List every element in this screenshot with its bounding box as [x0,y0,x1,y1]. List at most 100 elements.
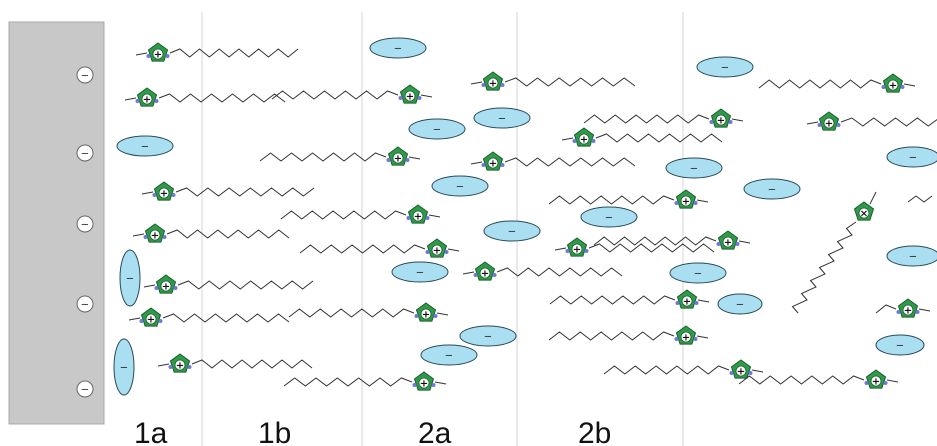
svg-text:−: − [126,274,134,285]
svg-text:+: + [151,231,159,242]
svg-text:+: + [683,297,691,308]
cation-24: + [603,359,764,379]
cation-21: + [593,230,751,250]
cation-2: + [124,87,286,107]
electrode-charges: − − − − − [76,66,94,398]
svg-text:−: − [498,114,506,125]
svg-text:−: − [909,252,917,263]
anion-12: − [669,262,727,284]
svg-text:−: − [484,332,492,343]
cation-13: + [283,371,447,391]
cation-27: + [875,298,931,318]
svg-text:−: − [81,385,89,396]
cation-22: + [549,289,710,309]
svg-text:+: + [433,246,441,257]
svg-text:+: + [737,367,745,378]
cations: + + + + + + + + + + + + + + + + + + + + + + + + + + + + × [124,42,937,391]
svg-text:−: − [690,164,698,175]
svg-text:−: − [721,63,729,74]
svg-text:−: − [81,149,89,160]
region-dividers [201,12,684,446]
svg-text:+: + [162,282,170,293]
cation-19: + [583,108,744,128]
svg-text:+: + [176,361,184,372]
cation-9: + [259,146,421,166]
svg-text:+: + [160,189,168,200]
anion-14: − [696,56,754,78]
neutral-ion-pair: × [791,191,933,314]
cation-12: + [288,302,449,322]
svg-text:−: − [896,341,904,352]
svg-text:+: + [889,81,897,92]
anion-17: − [886,245,937,267]
anion-18: − [875,334,925,356]
anion-3: − [408,118,466,140]
anion-20: − [113,338,135,396]
svg-text:+: + [422,310,430,321]
svg-text:+: + [682,333,690,344]
cation-11: + [299,238,460,258]
region-label-1a: 1a [134,417,168,446]
svg-text:+: + [147,315,155,326]
svg-text:−: − [433,125,441,136]
svg-text:−: − [81,71,89,82]
electrode-charge-4: − [76,295,94,313]
cation-5: + [143,274,314,294]
electrode-charge-2: − [76,144,94,162]
anion-16: − [886,146,937,168]
anion-5: − [431,175,489,197]
svg-text:+: + [394,154,402,165]
svg-text:+: + [872,377,880,388]
svg-text:+: + [580,135,588,146]
svg-text:−: − [508,227,516,238]
svg-text:−: − [456,182,464,193]
svg-text:+: + [420,379,428,390]
cation-23: + [548,325,709,345]
cation-7: + [157,353,313,373]
anion-10: − [580,206,638,228]
region-label-1b: 1b [258,417,291,446]
svg-text:−: − [909,153,917,164]
svg-text:+: + [481,269,489,280]
svg-text:+: + [724,238,732,249]
cation-3: + [141,181,315,201]
svg-text:−: − [694,269,702,280]
anion-8: − [459,325,517,347]
svg-text:−: − [768,185,776,196]
svg-text:+: + [825,119,833,130]
svg-text:+: + [904,306,912,317]
svg-text:−: − [81,300,89,311]
electrode-charge-5: − [76,380,94,398]
cation-20: + [548,189,709,209]
anion-11: − [665,157,723,179]
svg-text:−: − [736,300,744,311]
cation-15: + [561,127,723,147]
anion-13: − [717,293,763,315]
cation-14: + [470,71,636,91]
anion-2: − [369,37,427,59]
cation-28: + [738,369,899,389]
cation-26: + [806,111,937,131]
svg-text:+: + [489,159,497,170]
svg-text:−: − [416,268,424,279]
cation-17: + [554,237,715,257]
svg-text:−: − [394,44,402,55]
svg-text:+: + [143,95,151,106]
anions: − − − − − − − − − − − − − − − − − − − − [113,37,937,396]
svg-text:−: − [605,213,613,224]
electrode-charge-3: − [76,215,94,233]
svg-text:+: + [154,50,162,61]
svg-text:+: + [682,197,690,208]
electrode-charge-1: − [76,66,94,84]
svg-text:−: − [445,351,453,362]
cation-18: + [462,261,623,281]
cation-6: + [128,307,290,327]
anion-19: − [119,249,141,307]
anion-4: − [473,107,531,129]
anion-7: − [391,261,449,283]
cation-10: + [280,204,441,224]
svg-text:−: − [81,220,89,231]
anion-15: − [743,178,801,200]
anion-9: − [420,344,478,366]
